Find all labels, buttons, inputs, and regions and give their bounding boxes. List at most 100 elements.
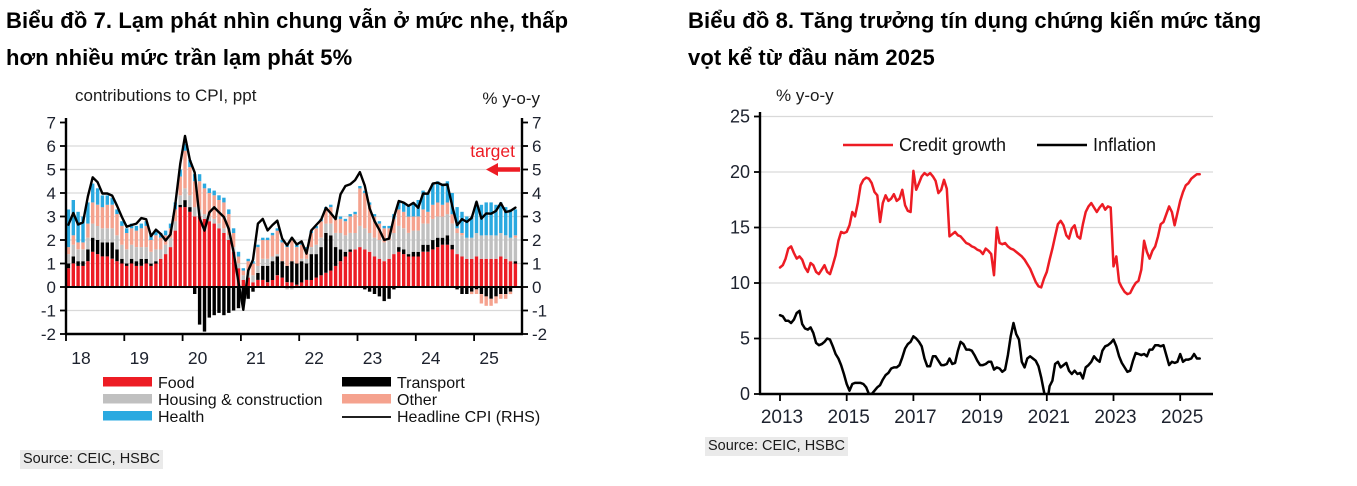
bar-other — [484, 296, 488, 306]
bar-housing-construction — [81, 249, 85, 262]
bar-other — [499, 294, 503, 299]
bar-housing-construction — [474, 232, 479, 257]
bar-food — [76, 265, 80, 287]
bar-housing-construction — [159, 249, 163, 259]
bar-housing-construction — [406, 232, 411, 255]
bar-other — [251, 263, 255, 276]
bar-health — [246, 258, 250, 262]
bar-housing-construction — [290, 287, 294, 290]
bar-health — [358, 186, 362, 189]
bar-food — [411, 256, 416, 287]
bar-health — [402, 202, 406, 212]
bar-health — [353, 211, 357, 215]
bar-health — [406, 204, 411, 217]
bar-health — [197, 174, 202, 182]
bar-health — [465, 216, 469, 238]
bar-transport — [489, 287, 493, 299]
bar-food — [129, 263, 134, 287]
bar-transport — [197, 287, 202, 325]
bar-food — [329, 270, 333, 287]
chart8-title-line2: vọt kể từ đầu năm 2025 — [688, 45, 935, 70]
bar-food — [173, 230, 177, 287]
bar-housing-construction — [217, 223, 221, 229]
bar-transport — [304, 263, 309, 280]
bar-food — [367, 251, 372, 288]
bar-food — [499, 256, 503, 287]
bar-housing-construction — [343, 235, 348, 252]
bar-transport — [183, 200, 187, 208]
bar-health — [363, 190, 367, 194]
bar-food — [304, 279, 309, 287]
bar-other — [76, 242, 80, 250]
y-axis-label-left: 1 — [47, 255, 56, 274]
bar-other — [295, 247, 299, 264]
bar-food — [431, 249, 435, 287]
y-axis-label-right: -2 — [532, 325, 547, 344]
bar-other — [66, 247, 71, 255]
bar-other — [431, 204, 435, 219]
x-axis-label: 18 — [71, 348, 90, 368]
bar-health — [183, 143, 187, 151]
bar-health — [431, 183, 435, 205]
bar-health — [139, 223, 143, 229]
target-arrow-head — [486, 163, 498, 176]
bar-housing-construction — [193, 207, 197, 217]
bar-transport — [144, 258, 148, 264]
y-axis-label-right: 4 — [532, 184, 541, 203]
bar-health — [421, 190, 425, 210]
y-axis-label-left: -2 — [41, 325, 56, 344]
bar-transport — [125, 263, 129, 266]
bar-transport — [256, 272, 260, 280]
bar-housing-construction — [105, 228, 109, 243]
bar-transport — [324, 232, 328, 273]
bar-other — [207, 193, 211, 217]
bar-food — [154, 263, 158, 287]
bar-transport — [95, 240, 100, 255]
bar-housing-construction — [348, 232, 352, 250]
bar-housing-construction — [212, 218, 216, 224]
bar-health — [120, 221, 124, 226]
bar-housing-construction — [397, 225, 401, 248]
bar-housing-construction — [222, 228, 226, 233]
bar-other — [470, 291, 474, 295]
bar-food — [217, 228, 221, 288]
bar-housing-construction — [100, 228, 105, 243]
bar-transport — [377, 287, 382, 297]
bar-housing-construction — [275, 254, 279, 257]
bar-food — [314, 277, 318, 287]
bar-transport — [178, 204, 182, 208]
bar-transport — [227, 287, 231, 313]
bar-housing-construction — [71, 244, 75, 257]
bar-food — [363, 249, 367, 287]
bar-transport — [397, 247, 401, 252]
bar-other — [372, 216, 377, 238]
bar-transport — [406, 254, 411, 257]
bar-housing-construction — [445, 214, 450, 236]
bar-transport — [494, 287, 498, 297]
bar-food — [246, 277, 250, 287]
bar-food — [105, 256, 109, 287]
bar-health — [100, 195, 105, 208]
bar-housing-construction — [227, 235, 231, 240]
bar-health — [261, 237, 265, 241]
bar-health — [202, 183, 207, 189]
bar-health — [382, 225, 386, 229]
bar-health — [436, 181, 440, 203]
bar-food — [324, 272, 328, 287]
bar-food — [207, 221, 211, 287]
bar-health — [241, 268, 245, 271]
bar-housing-construction — [416, 230, 420, 252]
x-axis-label: 23 — [363, 348, 382, 368]
bar-other — [367, 204, 372, 233]
bar-food — [139, 265, 143, 287]
bar-health — [329, 204, 333, 208]
bar-other — [421, 209, 425, 224]
bar-other — [227, 214, 231, 236]
legend-label-other: Other — [397, 392, 438, 409]
x-axis-label: 2015 — [828, 407, 870, 428]
bar-transport — [440, 237, 445, 245]
bar-food — [178, 207, 182, 287]
bar-housing-construction — [479, 235, 484, 259]
